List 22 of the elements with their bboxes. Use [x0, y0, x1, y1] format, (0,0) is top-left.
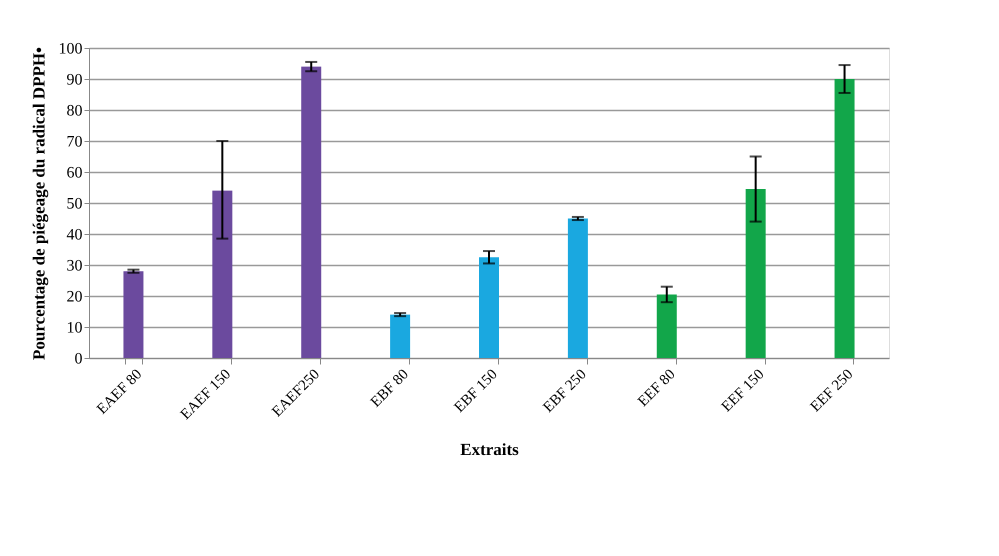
x-tick-label: EEF 150 [718, 366, 768, 416]
bar [656, 294, 677, 358]
y-tick-label: 70 [66, 134, 82, 150]
bar [746, 189, 766, 358]
y-tick-label: 30 [66, 258, 82, 274]
y-tick-label: 60 [66, 164, 82, 182]
y-tick-label: 10 [66, 320, 82, 336]
bar [301, 66, 322, 358]
y-tick-label: 40 [66, 226, 82, 244]
bar [479, 257, 499, 358]
y-tick-label: 100 [58, 40, 82, 58]
x-axis-title: Extraits [460, 440, 520, 460]
y-tick-label: 0 [74, 350, 82, 368]
bar [212, 190, 232, 358]
y-tick-label: 90 [66, 72, 82, 88]
y-tick-label: 20 [66, 288, 82, 306]
bar [834, 79, 855, 358]
y-tick-label: 80 [66, 102, 82, 120]
x-tick-label: EEF 250 [808, 366, 856, 416]
y-tick-label: 50 [66, 196, 82, 212]
x-tick-label: EEF 80 [635, 366, 679, 410]
y-axis-title: Pourcentage de piégeage du radical DPPH• [30, 46, 48, 360]
